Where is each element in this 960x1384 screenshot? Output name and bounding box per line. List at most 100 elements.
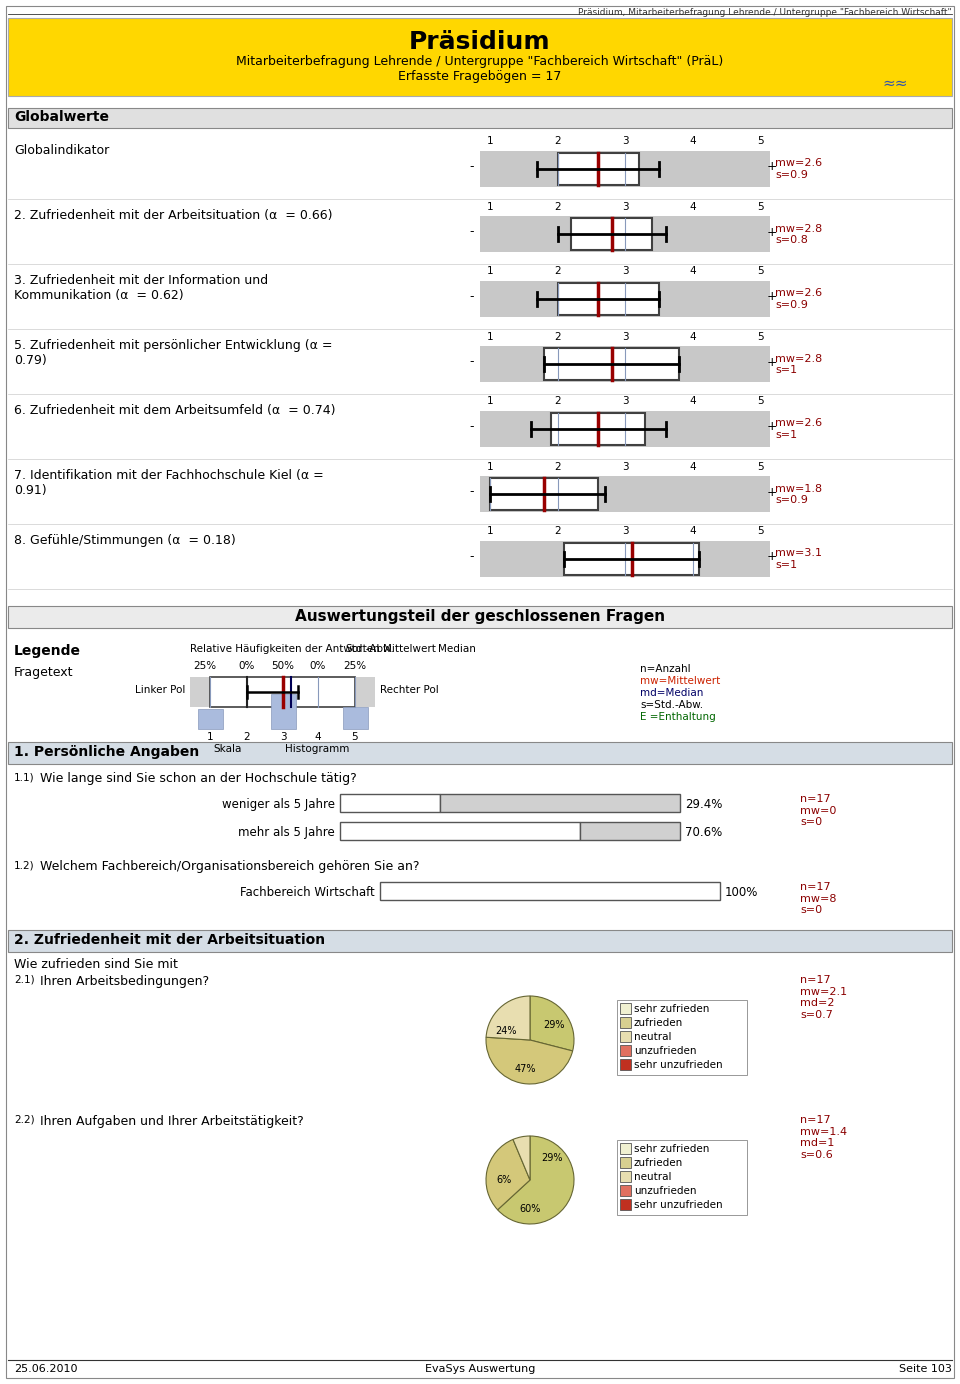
Text: 2.2): 2.2) xyxy=(14,1116,35,1125)
Text: 1: 1 xyxy=(487,267,493,277)
Bar xyxy=(198,709,223,729)
Text: EvaSys Auswertung: EvaSys Auswertung xyxy=(425,1365,535,1374)
Text: n=17
mw=1.4
md=1
s=0.6: n=17 mw=1.4 md=1 s=0.6 xyxy=(800,1116,847,1160)
Text: n=Anzahl: n=Anzahl xyxy=(640,664,690,674)
Text: 5: 5 xyxy=(351,732,358,742)
Text: Histogramm: Histogramm xyxy=(285,745,349,754)
Text: md=Median: md=Median xyxy=(640,688,704,698)
Text: 25.06.2010: 25.06.2010 xyxy=(14,1365,78,1374)
Text: 3. Zufriedenheit mit der Information und
Kommunikation (α  = 0.62): 3. Zufriedenheit mit der Information und… xyxy=(14,274,268,302)
Bar xyxy=(8,606,952,628)
Text: 1: 1 xyxy=(487,202,493,212)
Text: mw=2.6
s=0.9: mw=2.6 s=0.9 xyxy=(775,288,822,310)
Text: Wie zufrieden sind Sie mit: Wie zufrieden sind Sie mit xyxy=(14,958,178,972)
Text: 2: 2 xyxy=(554,526,561,537)
Text: -: - xyxy=(469,291,474,303)
Text: 3: 3 xyxy=(622,137,628,147)
Text: mw=3.1
s=1: mw=3.1 s=1 xyxy=(775,548,822,570)
Bar xyxy=(480,541,770,577)
Text: -: - xyxy=(469,421,474,433)
Bar xyxy=(343,707,368,729)
Bar xyxy=(620,1157,631,1168)
Text: 4: 4 xyxy=(689,332,696,342)
Bar xyxy=(480,281,770,317)
Text: 5: 5 xyxy=(756,267,763,277)
Text: 3: 3 xyxy=(622,332,628,342)
Text: Welchem Fachbereich/Organisationsbereich gehören Sie an?: Welchem Fachbereich/Organisationsbereich… xyxy=(40,859,420,873)
Text: 4: 4 xyxy=(689,461,696,472)
Text: weniger als 5 Jahre: weniger als 5 Jahre xyxy=(222,799,335,811)
Text: 2: 2 xyxy=(244,732,251,742)
Text: 1.2): 1.2) xyxy=(14,859,35,871)
Text: Ihren Aufgaben und Ihrer Arbeitstätigkeit?: Ihren Aufgaben und Ihrer Arbeitstätigkei… xyxy=(40,1116,303,1128)
Bar xyxy=(480,346,770,382)
Text: +: + xyxy=(767,161,778,173)
Text: 2: 2 xyxy=(554,202,561,212)
Text: neutral: neutral xyxy=(634,1032,671,1042)
Text: 2: 2 xyxy=(554,396,561,407)
Text: Rechter Pol: Rechter Pol xyxy=(380,685,439,695)
Text: -: - xyxy=(469,356,474,368)
Text: 5: 5 xyxy=(756,461,763,472)
Text: 4: 4 xyxy=(315,732,322,742)
Bar xyxy=(564,543,699,574)
Text: 0%: 0% xyxy=(310,662,326,671)
Text: sehr zufrieden: sehr zufrieden xyxy=(634,1003,709,1014)
Bar xyxy=(620,1059,631,1070)
Text: Auswertungsteil der geschlossenen Fragen: Auswertungsteil der geschlossenen Fragen xyxy=(295,609,665,624)
Text: 5. Zufriedenheit mit persönlicher Entwicklung (α =
0.79): 5. Zufriedenheit mit persönlicher Entwic… xyxy=(14,339,332,367)
Wedge shape xyxy=(486,1037,572,1084)
Text: 3: 3 xyxy=(622,202,628,212)
Bar xyxy=(620,1185,631,1196)
Text: mw=1.8
s=0.9: mw=1.8 s=0.9 xyxy=(775,483,822,505)
Text: Median: Median xyxy=(438,644,476,655)
Text: 4: 4 xyxy=(689,267,696,277)
Text: -: - xyxy=(469,226,474,238)
Text: Skala: Skala xyxy=(213,745,241,754)
Bar xyxy=(620,1045,631,1056)
Text: Std.-Abw.: Std.-Abw. xyxy=(345,644,394,655)
Text: 4: 4 xyxy=(689,202,696,212)
Text: 5: 5 xyxy=(756,396,763,407)
Text: Relative Häufigkeiten der Antworten: Relative Häufigkeiten der Antworten xyxy=(190,644,380,655)
Text: 6. Zufriedenheit mit dem Arbeitsumfeld (α  = 0.74): 6. Zufriedenheit mit dem Arbeitsumfeld (… xyxy=(14,404,335,417)
Wedge shape xyxy=(497,1136,574,1223)
Text: -: - xyxy=(469,161,474,173)
Bar xyxy=(340,822,580,840)
Bar xyxy=(580,822,680,840)
Text: 3: 3 xyxy=(279,732,286,742)
Bar xyxy=(571,217,652,249)
Text: +: + xyxy=(767,421,778,433)
Text: 5: 5 xyxy=(756,202,763,212)
Text: 6%: 6% xyxy=(496,1175,512,1185)
Wedge shape xyxy=(486,1139,530,1210)
Text: 2: 2 xyxy=(554,461,561,472)
Text: 2: 2 xyxy=(554,267,561,277)
Bar xyxy=(480,216,770,252)
Text: ≈≈: ≈≈ xyxy=(882,76,908,91)
Text: 1: 1 xyxy=(487,526,493,537)
Bar xyxy=(551,412,645,444)
Bar xyxy=(8,18,952,95)
Bar xyxy=(620,1017,631,1028)
Text: 60%: 60% xyxy=(519,1204,540,1214)
Text: Seite 103: Seite 103 xyxy=(900,1365,952,1374)
Text: 25%: 25% xyxy=(193,662,217,671)
Bar xyxy=(480,411,770,447)
Text: Mitarbeiterbefragung Lehrende / Untergruppe "Fachbereich Wirtschaft" (PräL): Mitarbeiterbefragung Lehrende / Untergru… xyxy=(236,55,724,68)
Text: 2: 2 xyxy=(554,137,561,147)
Text: sehr unzufrieden: sehr unzufrieden xyxy=(634,1060,723,1070)
Text: Präsidium, Mitarbeiterbefragung Lehrende / Untergruppe "Fachbereich Wirtschaft": Präsidium, Mitarbeiterbefragung Lehrende… xyxy=(578,8,952,17)
Text: Fachbereich Wirtschaft: Fachbereich Wirtschaft xyxy=(240,886,375,900)
Text: 5: 5 xyxy=(756,137,763,147)
Bar xyxy=(440,794,680,812)
Text: 4: 4 xyxy=(689,396,696,407)
Text: Wie lange sind Sie schon an der Hochschule tätig?: Wie lange sind Sie schon an der Hochschu… xyxy=(40,772,357,785)
Text: +: + xyxy=(767,226,778,238)
Bar xyxy=(271,693,296,729)
Bar xyxy=(480,476,770,512)
Text: 3: 3 xyxy=(622,526,628,537)
Text: 2: 2 xyxy=(554,332,561,342)
Bar xyxy=(210,677,355,707)
Text: n=17
mw=0
s=0: n=17 mw=0 s=0 xyxy=(800,794,836,828)
